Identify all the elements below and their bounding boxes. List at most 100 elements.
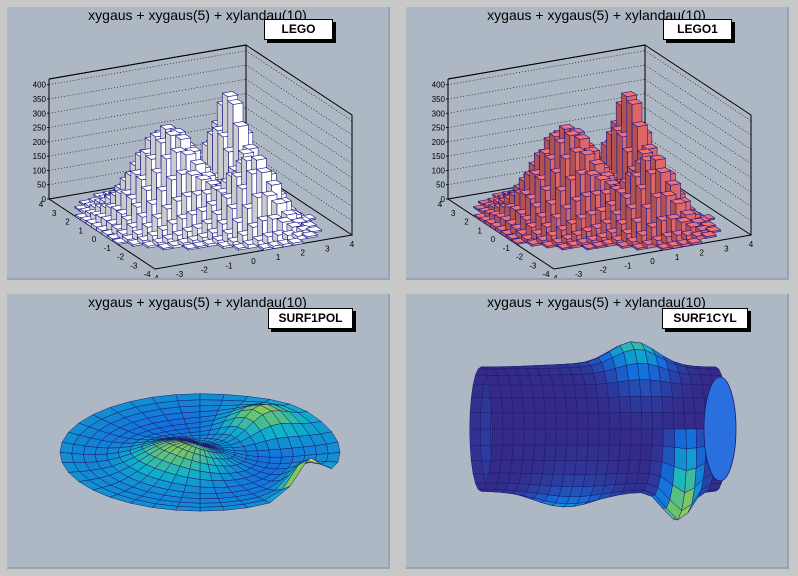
surface-cell (554, 444, 567, 461)
bar-top (558, 123, 576, 130)
surface-cell (542, 384, 556, 399)
surface-cell (565, 444, 578, 461)
gridline (447, 93, 646, 128)
surface-cell (544, 428, 557, 446)
bar-top (237, 148, 255, 155)
surface-cell (660, 380, 673, 398)
surface-cell (268, 448, 282, 458)
bar-top (675, 216, 692, 223)
surface-cell (609, 412, 621, 430)
surface-cell (598, 428, 610, 446)
surface-cell (523, 412, 536, 430)
surface-cell (618, 444, 631, 461)
gridline (48, 50, 247, 86)
surface-cell (685, 428, 697, 449)
bar-top (664, 179, 682, 186)
surface-cell (595, 460, 609, 475)
surface-cell (534, 412, 546, 430)
bar-top (266, 213, 284, 220)
surface-cell (683, 412, 696, 430)
plot-title: xygaus + xygaus(5) + xylandau(10) (88, 294, 307, 310)
surface-cell (82, 445, 97, 455)
surface-cell (199, 506, 225, 512)
bar-top (631, 121, 649, 128)
gridline (644, 79, 752, 150)
surface-cell (616, 459, 630, 474)
bar-top (270, 198, 288, 205)
surface-cell (488, 384, 502, 399)
surface-cell (597, 397, 610, 414)
pad-lego[interactable]: 0 50 100 150 200 250 300 350 400 4 3 2 1 0 -1 -2 -3 -4 -4-… (7, 7, 390, 280)
y-tick-label: -1 (104, 244, 112, 253)
z-tick-label: 100 (432, 166, 446, 175)
plot-title: xygaus + xygaus(5) + xylandau(10) (88, 7, 307, 23)
surface-cell (649, 379, 663, 397)
surface-cell (82, 454, 97, 463)
pad-surf1cyl[interactable]: xygaus + xygaus(5) + xylandau(10) SURF1C… (406, 294, 789, 569)
plot-title: xygaus + xygaus(5) + xylandau(10) (487, 294, 706, 310)
bar-top (255, 167, 273, 174)
surface-cell (609, 428, 621, 446)
surface-cell (469, 397, 483, 414)
gridline (245, 50, 353, 121)
bar-top (195, 174, 212, 181)
surface-cell (469, 428, 481, 446)
z-tick-label: 250 (33, 124, 47, 133)
x-tick-label: 3 (724, 244, 729, 253)
bar-top (232, 121, 250, 128)
surface-cell (574, 384, 588, 399)
bar-top (280, 209, 298, 216)
surface-cell (566, 412, 578, 430)
surface-cell (469, 444, 482, 462)
z-tick-label: 250 (432, 124, 446, 133)
surface-cell (511, 444, 525, 461)
surface-cell (303, 445, 318, 456)
surface-cell (585, 460, 598, 475)
gridline (48, 93, 247, 128)
bar-top (594, 174, 611, 181)
x-tick-label: -2 (600, 266, 608, 275)
gridline (644, 136, 752, 207)
bar-top (265, 179, 283, 186)
right-wall (644, 44, 752, 236)
gridline (447, 107, 646, 143)
option-label: LEGO1 (663, 19, 732, 40)
bar-top (290, 217, 308, 224)
gridline (48, 64, 247, 100)
surface-cell (523, 428, 536, 446)
surface-cell (280, 456, 294, 464)
y-tick-label: -2 (516, 253, 524, 262)
surface-cell (199, 393, 225, 401)
surface-cell (674, 447, 687, 471)
surface-cell (520, 384, 534, 399)
bar-top (685, 221, 702, 228)
bar-top (579, 149, 596, 156)
surface-cell (502, 412, 514, 430)
bar-top (286, 237, 304, 244)
surface-cell (648, 460, 663, 477)
bar-top (649, 154, 667, 161)
surface-cell (563, 384, 577, 399)
surface-cell (199, 493, 219, 499)
surface-cell (566, 428, 578, 446)
x-tick-label: 1 (276, 253, 281, 262)
y-tick-label: 3 (451, 209, 456, 218)
y-tick-label: 1 (79, 226, 84, 235)
surface-cell (598, 412, 610, 430)
bar-top (588, 159, 606, 165)
surface-cell (555, 412, 568, 430)
surface-cell (629, 444, 642, 461)
pad-lego1[interactable]: 0 50 100 150 200 250 300 350 400 4 3 2 1 0 -1 -2 -3 -4 -4-… (406, 7, 789, 280)
surface-cell (544, 412, 557, 430)
bar-top (620, 91, 638, 98)
surface-cell (502, 428, 514, 446)
x-tick-label: -3 (575, 270, 583, 279)
surface-cell (685, 447, 697, 471)
gridline (245, 79, 353, 150)
pad-surf1pol[interactable]: xygaus + xygaus(5) + xylandau(10) SURF1P… (7, 294, 390, 569)
z-tick-label: 0 (42, 195, 47, 204)
surface-cell (608, 444, 621, 461)
surface-cell (280, 447, 294, 458)
surface-cell (630, 412, 643, 430)
